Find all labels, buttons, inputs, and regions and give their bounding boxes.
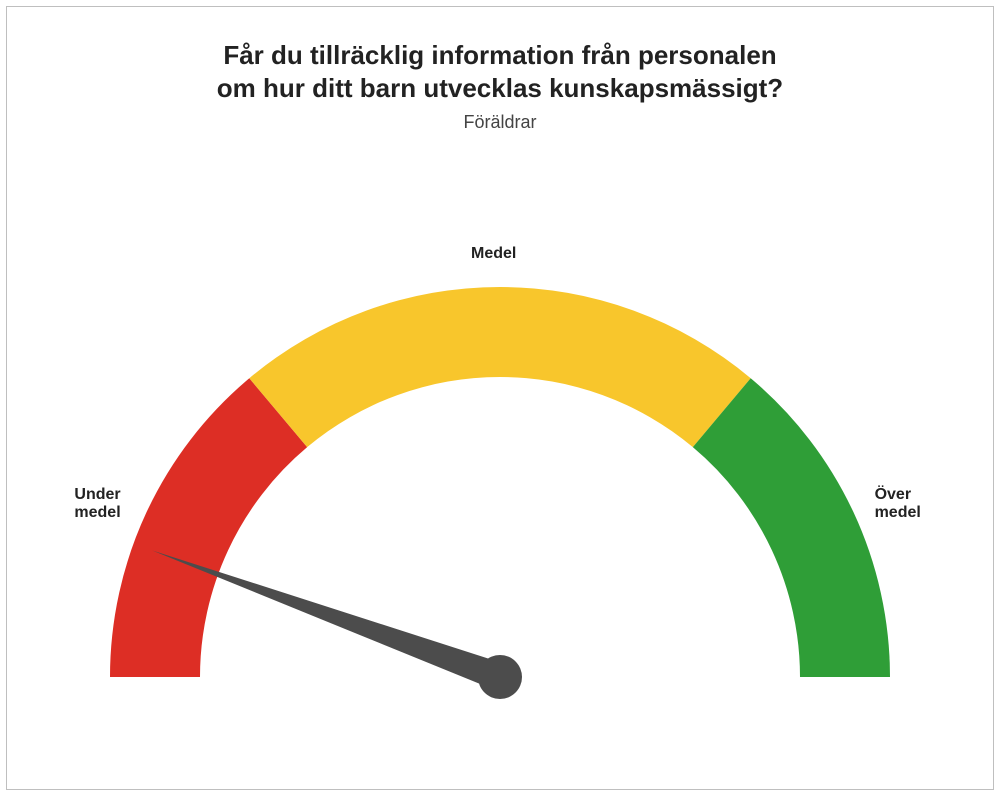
chart-frame: Får du tillräcklig information från pers… [6,6,994,790]
title-block: Får du tillräcklig information från pers… [7,39,993,133]
segment-label-line1: Över [875,486,911,503]
segment-label-line1: Under [74,486,120,503]
title-line-1: Får du tillräcklig information från pers… [223,40,776,70]
title-line-2: om hur ditt barn utvecklas kunskapsmässi… [217,73,783,103]
gauge-svg [60,187,940,707]
chart-title: Får du tillräcklig information från pers… [7,39,993,104]
gauge-hub [478,655,522,699]
segment-label-medel: Medel [471,245,516,263]
gauge-chart [60,187,940,712]
segment-label-over-medel: Över medel [875,486,921,523]
segment-label-line2: medel [875,504,921,521]
segment-label-line2: medel [74,504,120,521]
segment-label-under-medel: Under medel [74,486,120,523]
chart-subtitle: Föräldrar [7,112,993,133]
gauge-segment-over_medel [693,378,890,677]
gauge-segment-medel [249,287,750,447]
segment-label-line1: Medel [471,245,516,262]
gauge-segment-under_medel [110,378,307,677]
